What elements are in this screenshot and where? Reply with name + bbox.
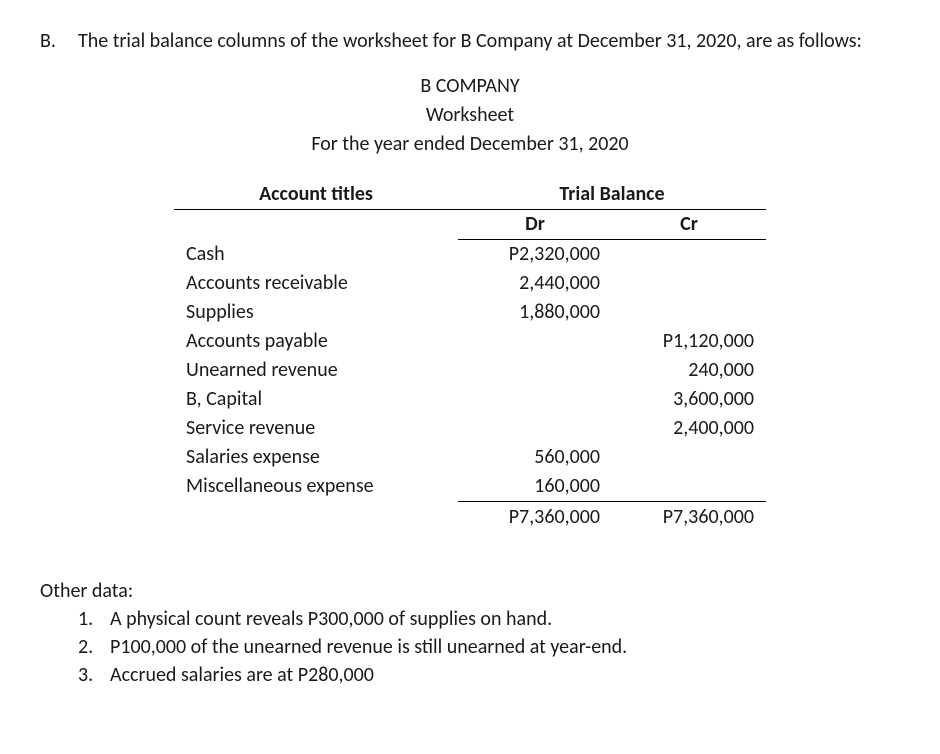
col-trial-balance: Trial Balance bbox=[458, 180, 766, 210]
table-row: Service revenue 2,400,000 bbox=[174, 414, 766, 443]
account-title: Unearned revenue bbox=[174, 356, 458, 385]
account-title: Accounts receivable bbox=[174, 269, 458, 298]
cr-cell: 3,600,000 bbox=[612, 385, 766, 414]
other-data-section: Other data: 1. A physical count reveals … bbox=[40, 578, 900, 689]
item-text: P100,000 of the unearned revenue is stil… bbox=[110, 634, 627, 661]
totals-spacer bbox=[174, 502, 458, 533]
table-row: Unearned revenue 240,000 bbox=[174, 356, 766, 385]
table-row: Accounts receivable 2,440,000 bbox=[174, 269, 766, 298]
problem-statement: The trial balance columns of the workshe… bbox=[78, 28, 900, 55]
worksheet-heading: B COMPANY Worksheet For the year ended D… bbox=[40, 73, 900, 158]
col-dr: Dr bbox=[458, 210, 612, 240]
cr-cell bbox=[612, 240, 766, 270]
cr-cell: 2,400,000 bbox=[612, 414, 766, 443]
totals-row: P7,360,000 P7,360,000 bbox=[174, 502, 766, 533]
dr-cell: 2,440,000 bbox=[458, 269, 612, 298]
totals-dr: P7,360,000 bbox=[458, 502, 612, 533]
item-number: 1. bbox=[78, 606, 110, 633]
cr-cell bbox=[612, 269, 766, 298]
account-title: Cash bbox=[174, 240, 458, 270]
account-title: Supplies bbox=[174, 298, 458, 327]
dr-cell: 1,880,000 bbox=[458, 298, 612, 327]
table-row: Miscellaneous expense 160,000 bbox=[174, 472, 766, 502]
account-title: Salaries expense bbox=[174, 443, 458, 472]
dr-cell bbox=[458, 327, 612, 356]
dr-cell: 560,000 bbox=[458, 443, 612, 472]
cr-cell bbox=[612, 298, 766, 327]
table-row: Salaries expense 560,000 bbox=[174, 443, 766, 472]
problem-intro: B. The trial balance columns of the work… bbox=[40, 28, 900, 55]
other-data-heading: Other data: bbox=[40, 578, 900, 605]
account-title: Accounts payable bbox=[174, 327, 458, 356]
doc-type: Worksheet bbox=[40, 102, 900, 129]
dr-cell bbox=[458, 356, 612, 385]
list-item: 2. P100,000 of the unearned revenue is s… bbox=[78, 634, 900, 661]
list-item: 1. A physical count reveals P300,000 of … bbox=[78, 606, 900, 633]
dr-cell bbox=[458, 385, 612, 414]
header-row-1: Account titles Trial Balance bbox=[174, 180, 766, 210]
col-accounts: Account titles bbox=[174, 180, 458, 210]
item-number: 3. bbox=[78, 662, 110, 689]
table-row: Supplies 1,880,000 bbox=[174, 298, 766, 327]
account-title: Service revenue bbox=[174, 414, 458, 443]
cr-cell: P1,120,000 bbox=[612, 327, 766, 356]
table-row: B, Capital 3,600,000 bbox=[174, 385, 766, 414]
dr-cell: 160,000 bbox=[458, 472, 612, 502]
cr-cell bbox=[612, 443, 766, 472]
table-row: Accounts payable P1,120,000 bbox=[174, 327, 766, 356]
problem-marker: B. bbox=[40, 28, 78, 55]
item-text: A physical count reveals P300,000 of sup… bbox=[110, 606, 552, 633]
cr-cell bbox=[612, 472, 766, 502]
table-row: Cash P2,320,000 bbox=[174, 240, 766, 270]
col-cr: Cr bbox=[612, 210, 766, 240]
list-item: 3. Accrued salaries are at P280,000 bbox=[78, 662, 900, 689]
col-spacer bbox=[174, 210, 458, 240]
trial-balance-table: Account titles Trial Balance Dr Cr Cash … bbox=[174, 180, 766, 532]
item-text: Accrued salaries are at P280,000 bbox=[110, 662, 374, 689]
other-data-list: 1. A physical count reveals P300,000 of … bbox=[40, 606, 900, 689]
dr-cell bbox=[458, 414, 612, 443]
header-row-2: Dr Cr bbox=[174, 210, 766, 240]
totals-cr: P7,360,000 bbox=[612, 502, 766, 533]
dr-cell: P2,320,000 bbox=[458, 240, 612, 270]
item-number: 2. bbox=[78, 634, 110, 661]
account-title: Miscellaneous expense bbox=[174, 472, 458, 502]
cr-cell: 240,000 bbox=[612, 356, 766, 385]
company-name: B COMPANY bbox=[40, 73, 900, 100]
period-line: For the year ended December 31, 2020 bbox=[40, 131, 900, 158]
account-title: B, Capital bbox=[174, 385, 458, 414]
